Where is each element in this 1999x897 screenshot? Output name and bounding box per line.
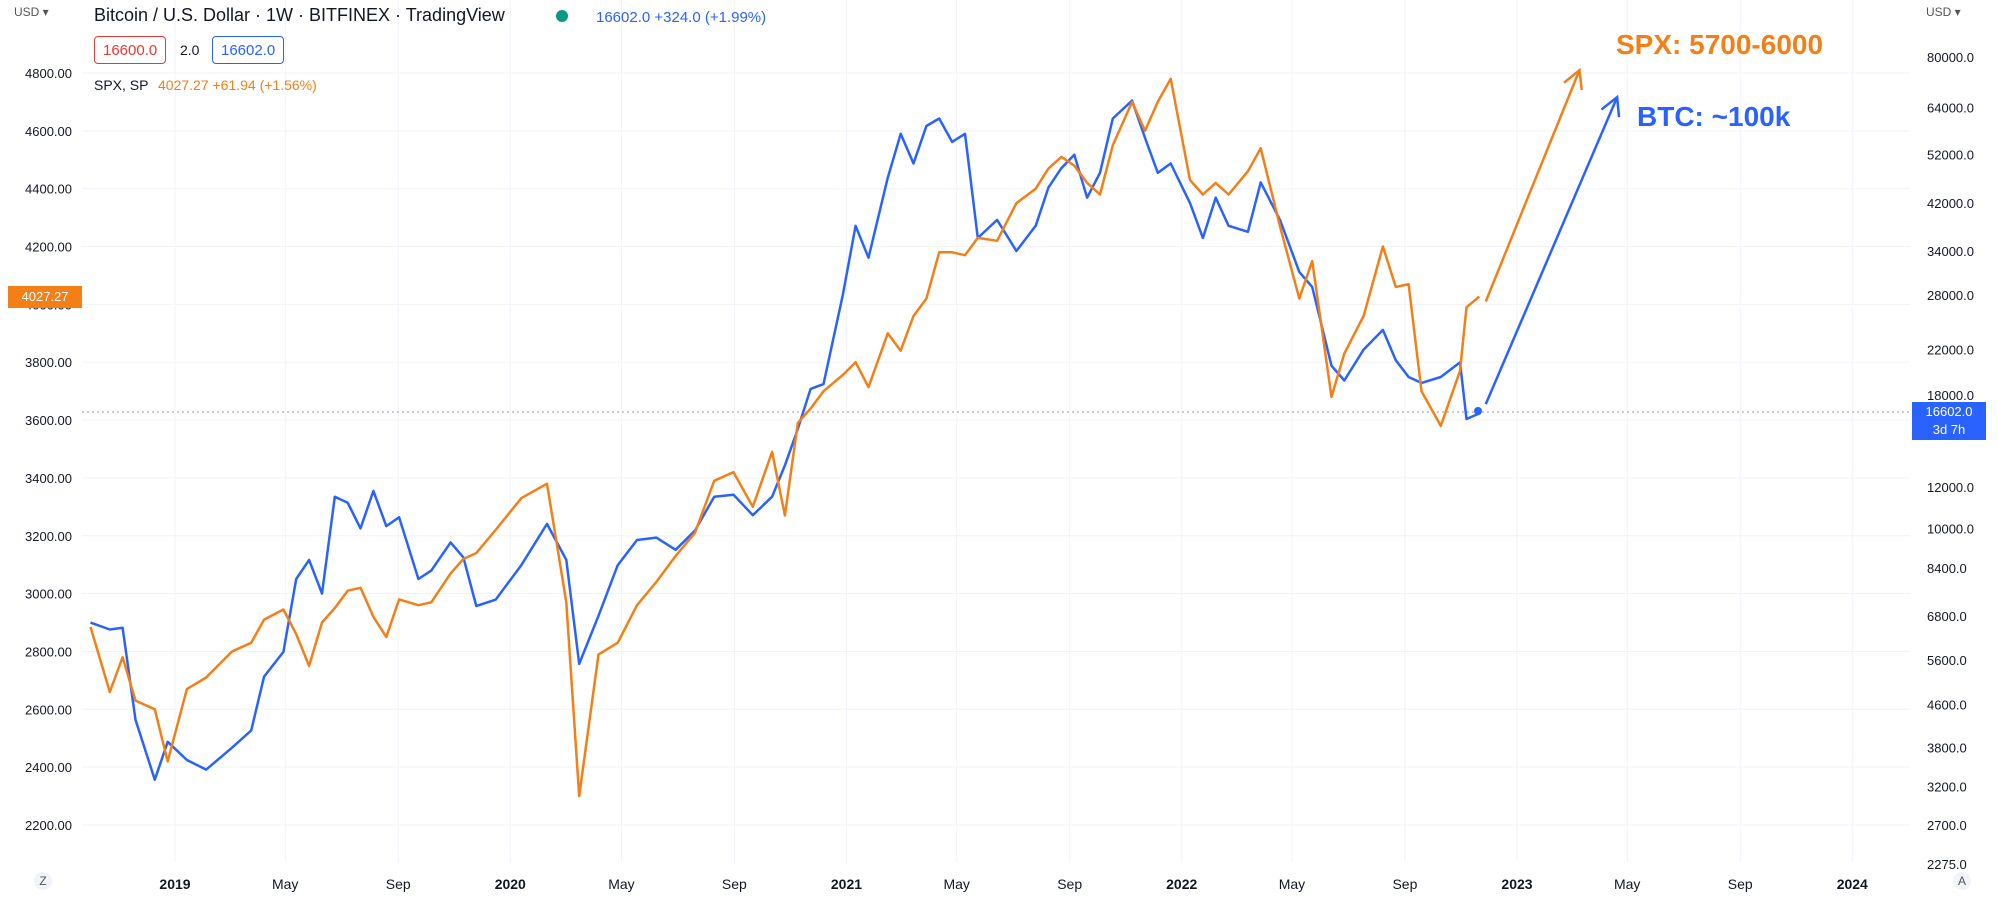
compare-symbol[interactable]: SPX, SP bbox=[94, 77, 149, 93]
right-axis-tick-label: 80000.0 bbox=[1927, 50, 1974, 65]
arrowhead-icon bbox=[1563, 67, 1584, 91]
time-axis-tick-label: May bbox=[272, 876, 298, 892]
bid-button[interactable]: 16600.0 bbox=[94, 36, 167, 64]
right-axis-tick-label: 22000.0 bbox=[1927, 343, 1974, 358]
projection-layer bbox=[1484, 67, 1621, 405]
right-axis-tick-label: 2700.0 bbox=[1927, 818, 1967, 833]
left-axis-tick-label: 3600.00 bbox=[25, 413, 72, 428]
spx-price-tag: 4027.27 bbox=[8, 286, 82, 308]
right-axis-tick-label: 34000.0 bbox=[1927, 244, 1974, 259]
time-axis-tick-label: Sep bbox=[1057, 876, 1082, 892]
zoom-reset-button[interactable]: Z bbox=[34, 872, 52, 890]
right-currency-text: USD bbox=[1926, 5, 1952, 19]
right-axis-tick-label: 12000.0 bbox=[1927, 480, 1974, 495]
time-axis-tick-label: 2019 bbox=[159, 876, 190, 892]
left-price-axis[interactable]: 4800.004600.004400.004200.004000.003800.… bbox=[25, 66, 72, 833]
left-axis-tick-label: 2400.00 bbox=[25, 760, 72, 775]
symbol-title[interactable]: Bitcoin / U.S. Dollar · 1W · BITFINEX · … bbox=[94, 5, 505, 25]
right-axis-tick-label: 10000.0 bbox=[1927, 521, 1974, 536]
time-axis-tick-label: 2021 bbox=[831, 876, 862, 892]
spread-value: 2.0 bbox=[180, 42, 200, 58]
btc-series-line bbox=[90, 99, 1480, 781]
left-axis-tick-label: 3200.00 bbox=[25, 529, 72, 544]
right-axis-tick-label: 3200.0 bbox=[1927, 780, 1967, 795]
time-axis-tick-label: 2022 bbox=[1166, 876, 1197, 892]
time-axis-tick-label: Sep bbox=[722, 876, 747, 892]
time-axis-tick-label: May bbox=[608, 876, 634, 892]
left-currency-label[interactable]: USD ▾ bbox=[14, 5, 49, 19]
btc-projection-label: BTC: ~100k bbox=[1637, 101, 1791, 132]
right-axis-tick-label: 64000.0 bbox=[1927, 101, 1974, 116]
btc-quote: 16602.0 +324.0 (+1.99%) bbox=[596, 9, 767, 26]
left-axis-tick-label: 4800.00 bbox=[25, 66, 72, 81]
spx-projection-arrow bbox=[1484, 69, 1581, 302]
compare-quote: 4027.27 +61.94 (+1.56%) bbox=[158, 77, 317, 93]
time-axis-tick-label: Sep bbox=[386, 876, 411, 892]
time-axis-tick-label: Sep bbox=[1392, 876, 1417, 892]
right-axis-tick-label: 28000.0 bbox=[1927, 288, 1974, 303]
ask-button[interactable]: 16602.0 bbox=[212, 36, 285, 64]
spx-projection-label: SPX: 5700-6000 bbox=[1616, 29, 1823, 60]
left-axis-tick-label: 2600.00 bbox=[25, 702, 72, 717]
right-axis-tick-label: 5600.0 bbox=[1927, 653, 1967, 668]
time-axis[interactable]: 2019 May Sep 2020 May Sep 2021 May Sep 2022 May Sep… bbox=[159, 876, 1868, 892]
arrowhead-icon bbox=[1600, 94, 1621, 118]
left-axis-tick-label: 2800.00 bbox=[25, 644, 72, 659]
time-axis-tick-label: May bbox=[1279, 876, 1305, 892]
right-axis-tick-label: 3800.0 bbox=[1927, 741, 1967, 756]
right-currency-label[interactable]: USD ▾ bbox=[1926, 5, 1961, 19]
left-axis-tick-label: 3000.00 bbox=[25, 587, 72, 602]
time-axis-tick-label: 2020 bbox=[495, 876, 526, 892]
grid-lines bbox=[82, 0, 1910, 862]
left-axis-tick-label: 2200.00 bbox=[25, 818, 72, 833]
chevron-down-icon: ▾ bbox=[39, 5, 49, 19]
chevron-down-icon: ▾ bbox=[1951, 5, 1961, 19]
btc-price-tag: 16602.0 3d 7h bbox=[1912, 402, 1986, 440]
right-axis-tick-label: 6800.0 bbox=[1927, 609, 1967, 624]
right-axis-tick-label: 18000.0 bbox=[1927, 388, 1974, 403]
series-layer bbox=[89, 77, 1481, 798]
left-axis-tick-label: 4400.00 bbox=[25, 182, 72, 197]
right-axis-tick-label: 8400.0 bbox=[1927, 561, 1967, 576]
btc-price-tag-value: 16602.0 bbox=[1925, 404, 1973, 419]
projection-labels: SPX: 5700-6000 BTC: ~100k bbox=[1616, 29, 1823, 132]
right-price-axis[interactable]: 80000.0 64000.0 52000.0 42000.0 34000.0 28000… bbox=[1927, 50, 1974, 872]
right-axis-tick-label: 52000.0 bbox=[1927, 148, 1974, 163]
time-axis-tick-label: May bbox=[1614, 876, 1640, 892]
time-axis-tick-label: 2023 bbox=[1501, 876, 1532, 892]
time-axis-tick-label: 2024 bbox=[1837, 876, 1868, 892]
right-axis-tick-label: 2275.0 bbox=[1927, 857, 1967, 872]
left-axis-tick-label: 4200.00 bbox=[25, 240, 72, 255]
time-axis-tick-label: Sep bbox=[1728, 876, 1753, 892]
left-axis-tick-label: 3400.00 bbox=[25, 471, 72, 486]
btc-last-marker bbox=[1474, 407, 1482, 415]
market-status-icon[interactable] bbox=[556, 10, 568, 22]
time-axis-tick-label: May bbox=[943, 876, 969, 892]
btc-projection-arrow bbox=[1484, 96, 1619, 405]
left-axis-tick-label: 4600.00 bbox=[25, 124, 72, 139]
left-axis-tick-label: 3800.00 bbox=[25, 355, 72, 370]
spx-series-line bbox=[89, 77, 1481, 798]
right-axis-tick-label: 4600.0 bbox=[1927, 697, 1967, 712]
auto-scale-button[interactable]: A bbox=[1953, 872, 1971, 890]
btc-price-tag-countdown: 3d 7h bbox=[1932, 422, 1966, 437]
right-axis-tick-label: 42000.0 bbox=[1927, 196, 1974, 211]
left-currency-text: USD bbox=[14, 5, 40, 19]
